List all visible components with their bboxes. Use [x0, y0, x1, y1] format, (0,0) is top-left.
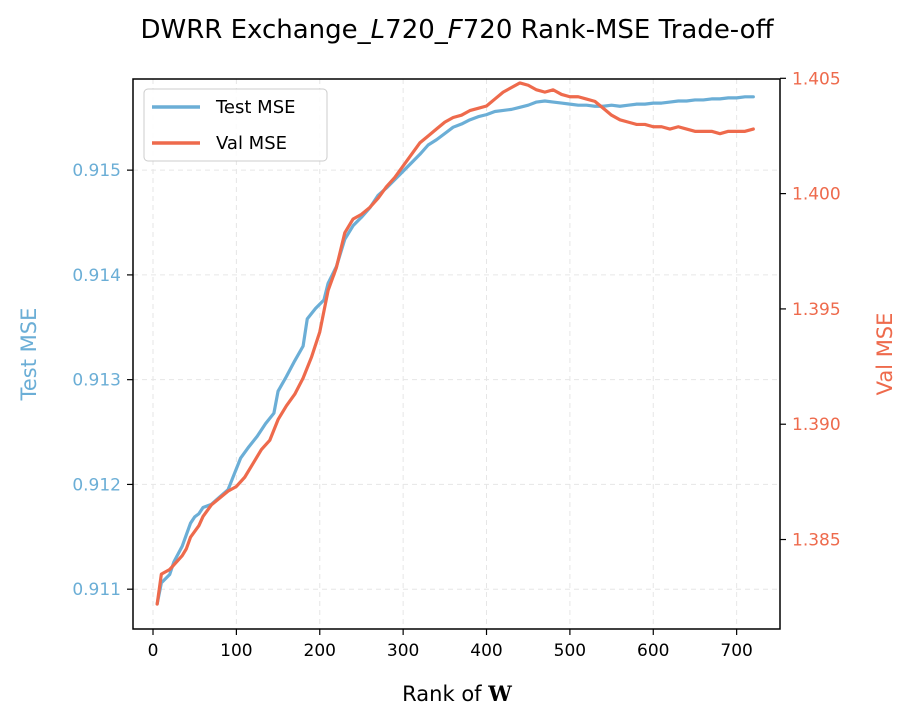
title-mid: 720_ — [385, 15, 449, 45]
y-axis-left-label: Test MSE — [17, 308, 41, 402]
y-tick-left-label: 0.911 — [72, 580, 121, 600]
test-mse-line — [155, 95, 755, 606]
series-lines — [155, 81, 755, 606]
y-axis-right-label: Val MSE — [873, 313, 897, 396]
legend: Test MSE Val MSE — [143, 88, 328, 162]
y-tick-right-label: 1.390 — [792, 415, 841, 435]
x-tick-label: 0 — [148, 641, 159, 661]
y-axis-left: 0.911 0.912 0.913 0.914 0.915 — [72, 161, 133, 600]
x-tick-label: 600 — [637, 641, 669, 661]
x-axis-label-text: Rank of — [402, 682, 488, 706]
x-tick-label: 500 — [554, 641, 586, 661]
x-axis-label: Rank of W — [402, 681, 512, 706]
plot-frame — [132, 78, 781, 630]
y-tick-right-label: 1.395 — [792, 300, 841, 320]
title-suffix: 720 Rank-MSE Trade-off — [463, 15, 775, 45]
y-tick-left-label: 0.913 — [72, 371, 121, 391]
y-tick-right-label: 1.400 — [792, 185, 841, 205]
title-italic-f: F — [448, 15, 464, 45]
x-axis-label-symbol: W — [487, 681, 512, 706]
y-tick-left-label: 0.912 — [72, 475, 121, 495]
y-tick-left-label: 0.915 — [72, 161, 121, 181]
x-axis: 0 100 200 300 400 500 600 700 — [148, 629, 753, 661]
val-mse-line — [155, 81, 755, 606]
y-tick-right-label: 1.385 — [792, 531, 841, 551]
x-tick-label: 300 — [387, 641, 419, 661]
y-tick-left-label: 0.914 — [72, 266, 121, 286]
x-tick-label: 200 — [304, 641, 336, 661]
title-prefix: DWRR Exchange_ — [140, 15, 371, 45]
x-tick-label: 400 — [470, 641, 502, 661]
legend-val-label: Val MSE — [216, 133, 287, 154]
y-tick-right-label: 1.405 — [792, 69, 841, 89]
title-italic-l: L — [371, 15, 386, 45]
x-tick-label: 100 — [220, 641, 252, 661]
x-tick-label: 700 — [720, 641, 752, 661]
legend-test-label: Test MSE — [215, 97, 296, 118]
chart-title: DWRR Exchange_L720_F720 Rank-MSE Trade-o… — [140, 15, 774, 45]
y-axis-right: 1.385 1.390 1.395 1.400 1.405 — [780, 69, 841, 551]
